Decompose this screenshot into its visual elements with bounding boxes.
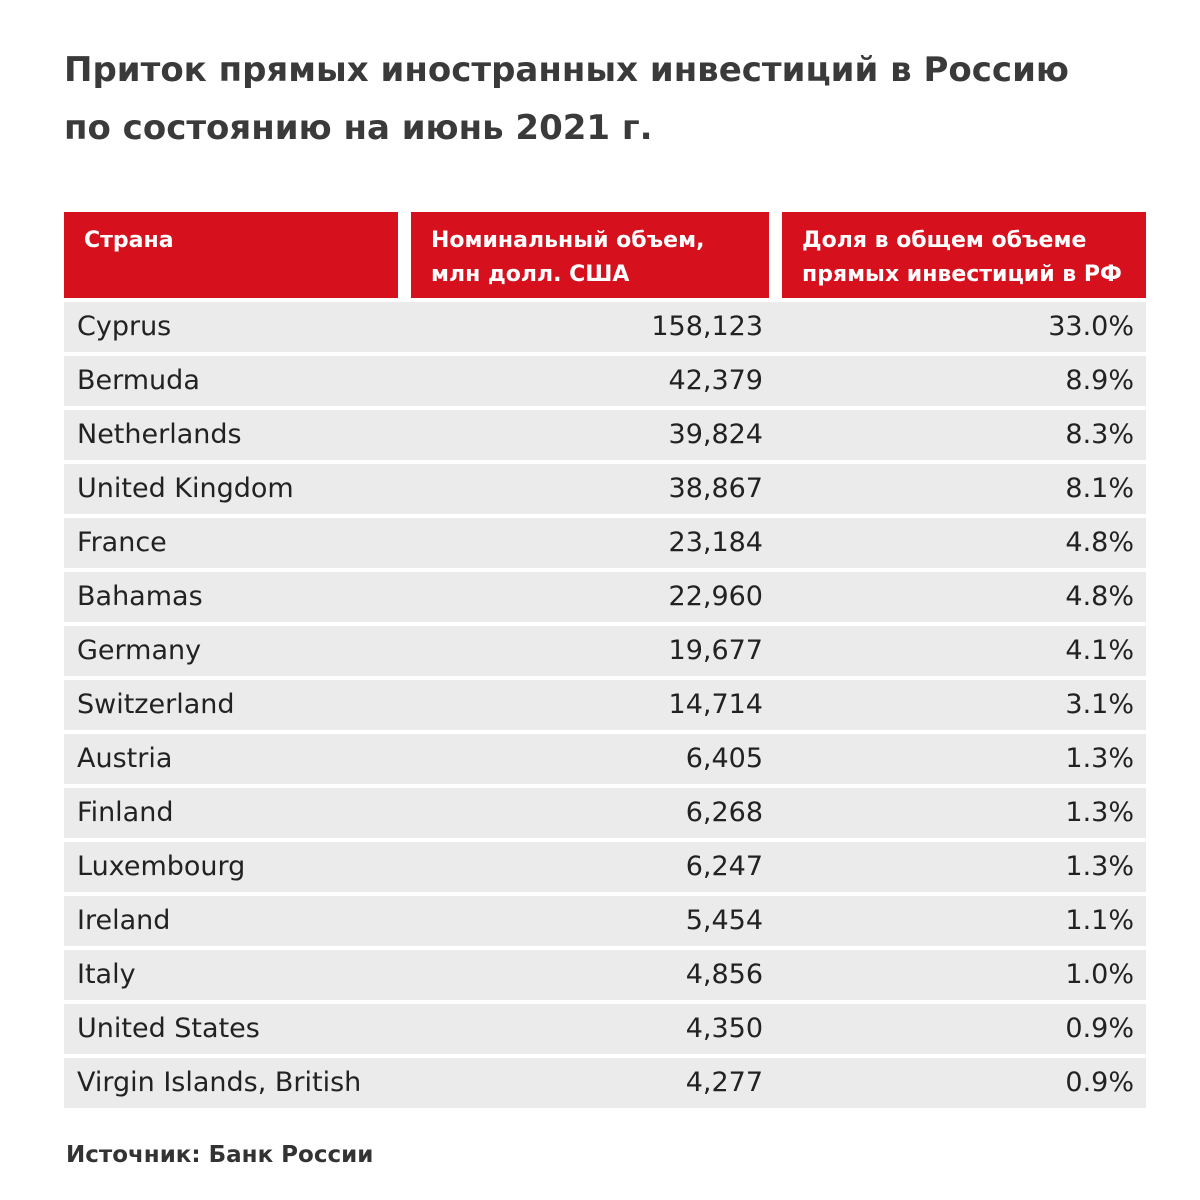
table-row: Ireland 5,454 1.1% [64,896,1146,946]
table-row: France 23,184 4.8% [64,518,1146,568]
table-row: Cyprus 158,123 33.0% [64,302,1146,352]
country: Virgin Islands, British [77,1067,362,1098]
share: 1.3% [1065,797,1134,828]
country: Cyprus [77,311,172,342]
header-cell: Номинальный объем, млн долл. США [411,212,769,298]
volume: 158,123 [651,311,763,342]
country: Italy [77,959,136,990]
country: Ireland [77,905,171,936]
volume: 39,824 [668,419,763,450]
volume: 4,856 [685,959,763,990]
share: 3.1% [1065,689,1134,720]
table-row: United Kingdom 38,867 8.1% [64,464,1146,514]
share: 4.1% [1065,635,1134,666]
country: Bahamas [77,581,203,612]
table-row: Germany 19,677 4.1% [64,626,1146,676]
share: 1.3% [1065,851,1134,882]
share: 8.9% [1065,365,1134,396]
volume: 38,867 [668,473,763,504]
country: United States [77,1013,260,1044]
header-line: млн долл. США [431,262,630,287]
share: 4.8% [1065,527,1134,558]
title: по состоянию на июнь 2021 г. [64,108,653,148]
country: Germany [77,635,202,666]
country: France [77,527,167,558]
volume: 5,454 [685,905,763,936]
share: 8.3% [1065,419,1134,450]
title: Приток прямых иностранных инвестиций в Р… [64,50,1069,90]
volume: 6,405 [685,743,763,774]
table-row: United States 4,350 0.9% [64,1004,1146,1054]
table-row: Finland 6,268 1.3% [64,788,1146,838]
header-line: Доля в общем объеме [802,228,1087,253]
table-row: Bermuda 42,379 8.9% [64,356,1146,406]
volume: 6,268 [685,797,763,828]
volume: 23,184 [668,527,763,558]
header-line: Страна [84,228,174,253]
table-row: Austria 6,405 1.3% [64,734,1146,784]
table-row: Luxembourg 6,247 1.3% [64,842,1146,892]
share: 1.3% [1065,743,1134,774]
share: 1.1% [1065,905,1134,936]
country: Luxembourg [77,851,246,882]
table-row: Italy 4,856 1.0% [64,950,1146,1000]
share: 8.1% [1065,473,1134,504]
table-row: Virgin Islands, British 4,277 0.9% [64,1058,1146,1108]
share: 4.8% [1065,581,1134,612]
volume: 42,379 [668,365,763,396]
country: Austria [77,743,173,774]
source: Источник: Банк России [66,1142,374,1168]
volume: 22,960 [668,581,763,612]
table-row: Bahamas 22,960 4.8% [64,572,1146,622]
share: 0.9% [1065,1013,1134,1044]
share: 33.0% [1048,311,1134,342]
header-line: Номинальный объем, [431,228,705,253]
volume: 4,277 [685,1067,763,1098]
volume: 6,247 [685,851,763,882]
header-line: прямых инвестиций в РФ [802,262,1122,287]
share: 1.0% [1065,959,1134,990]
share: 0.9% [1065,1067,1134,1098]
country: Netherlands [77,419,242,450]
header-cell: Страна [64,212,398,298]
country: United Kingdom [77,473,294,504]
country: Switzerland [77,689,235,720]
volume: 4,350 [685,1013,763,1044]
country: Finland [77,797,174,828]
table-row: Netherlands 39,824 8.3% [64,410,1146,460]
table-row: Switzerland 14,714 3.1% [64,680,1146,730]
volume: 14,714 [668,689,763,720]
country: Bermuda [77,365,200,396]
volume: 19,677 [668,635,763,666]
header-cell: Доля в общем объеме прямых инвестиций в Р… [782,212,1146,298]
